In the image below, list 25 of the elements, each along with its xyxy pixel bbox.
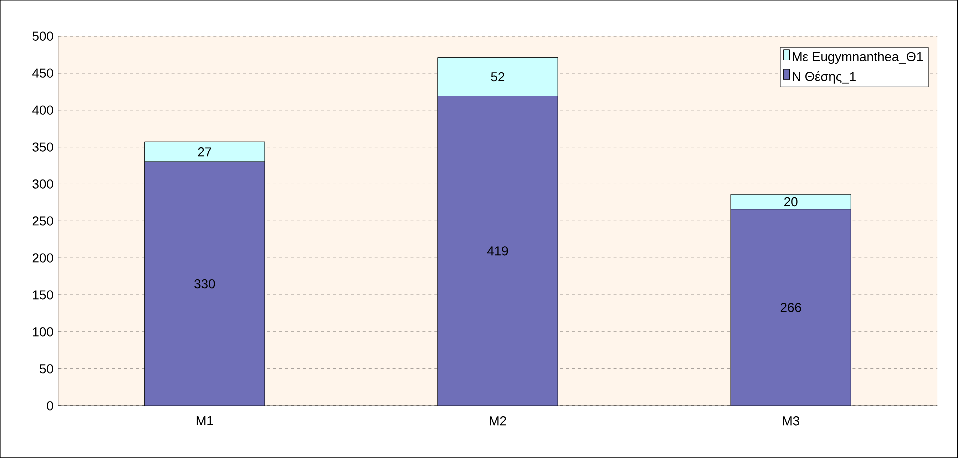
data-label: 330 <box>194 279 216 288</box>
legend-label: Με Eugymnanthea_Θ1 <box>793 52 923 64</box>
y-tick-label: 500 <box>32 32 54 41</box>
bar <box>144 162 265 406</box>
data-label: 20 <box>784 197 798 206</box>
y-tick-label: 150 <box>33 290 54 300</box>
y-tick-label: 50 <box>40 364 54 374</box>
data-label: 419 <box>487 246 508 256</box>
y-tick-label: 100 <box>33 327 54 336</box>
y-tick-label: 200 <box>32 253 54 263</box>
x-tick-label: M2 <box>490 416 506 426</box>
legend-label: N Θέσης_1 <box>793 71 856 84</box>
data-label: 52 <box>491 72 505 82</box>
bar <box>730 208 852 406</box>
data-label: 266 <box>780 302 802 312</box>
data-label: 27 <box>198 147 212 156</box>
y-tick-label: 250 <box>32 216 54 226</box>
bar <box>438 96 558 406</box>
y-tick-label: 0 <box>47 401 54 410</box>
x-tick-label: M1 <box>196 416 214 426</box>
x-tick-label: M3 <box>783 416 800 426</box>
y-tick-label: 300 <box>32 179 54 189</box>
y-tick-label: 450 <box>32 68 54 78</box>
y-tick-label: 400 <box>32 106 54 115</box>
y-tick-label: 350 <box>32 142 54 152</box>
